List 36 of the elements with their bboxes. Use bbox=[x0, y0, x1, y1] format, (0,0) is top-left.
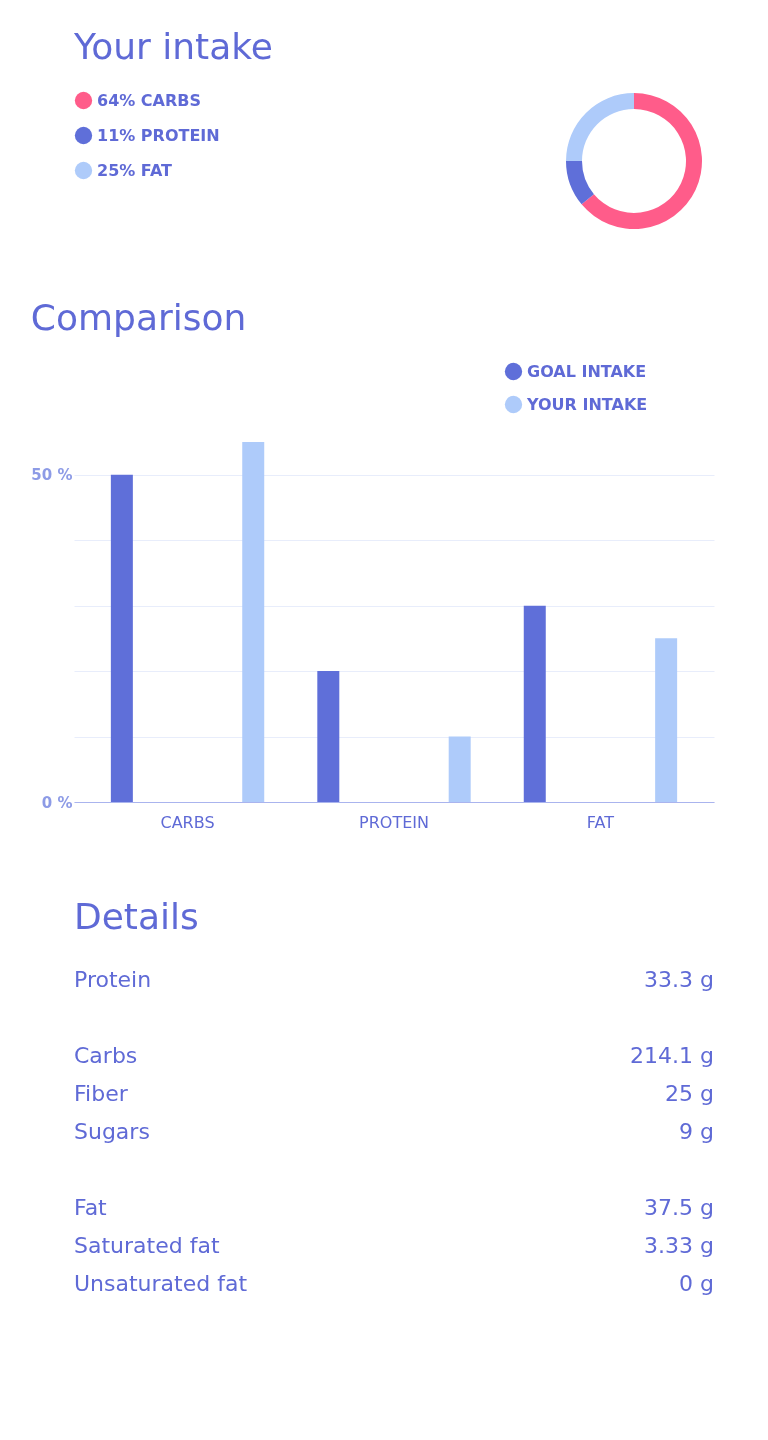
category-label: Fiber bbox=[74, 1081, 129, 1106]
category-label: Fat bbox=[74, 1195, 108, 1220]
bar bbox=[523, 605, 546, 802]
y-tick-label: 50 % bbox=[31, 466, 73, 485]
category-label: Carbs bbox=[74, 1043, 138, 1068]
legend-label: YOUR INTAKE bbox=[526, 394, 648, 414]
bar bbox=[242, 442, 265, 802]
donut-slice bbox=[581, 93, 702, 229]
legend-label: GOAL INTAKE bbox=[527, 361, 647, 381]
y-tick-label: 0 % bbox=[41, 793, 73, 812]
category-label: Saturated fat bbox=[74, 1233, 220, 1258]
chart-title: Your intake bbox=[73, 26, 274, 67]
category-label: Protein bbox=[74, 967, 152, 992]
chart-title: Comparison bbox=[30, 297, 247, 338]
data-label: 214.1 g bbox=[630, 1043, 714, 1068]
category-label: Unsaturated fat bbox=[74, 1271, 248, 1296]
bar bbox=[448, 736, 471, 802]
category-label: Sugars bbox=[74, 1119, 150, 1144]
x-tick-label: FAT bbox=[586, 812, 615, 832]
data-label: 0 g bbox=[679, 1271, 714, 1296]
data-label: 3.33 g bbox=[644, 1233, 714, 1258]
legend-label: 64% CARBS bbox=[97, 90, 202, 110]
data-label: 25 g bbox=[665, 1081, 714, 1106]
bar bbox=[317, 671, 340, 802]
data-label: 9 g bbox=[679, 1119, 714, 1144]
donut-slice bbox=[566, 93, 634, 161]
data-label: 33.3 g bbox=[644, 967, 714, 992]
data-label: 37.5 g bbox=[644, 1195, 714, 1220]
legend-label: 11% PROTEIN bbox=[97, 125, 220, 145]
legend-label: 25% FAT bbox=[97, 160, 173, 180]
x-tick-label: PROTEIN bbox=[359, 812, 429, 832]
bar bbox=[655, 638, 678, 802]
bar bbox=[110, 474, 133, 802]
x-tick-label: CARBS bbox=[160, 812, 215, 832]
text: Details bbox=[74, 896, 199, 937]
donut-slice bbox=[566, 161, 594, 205]
